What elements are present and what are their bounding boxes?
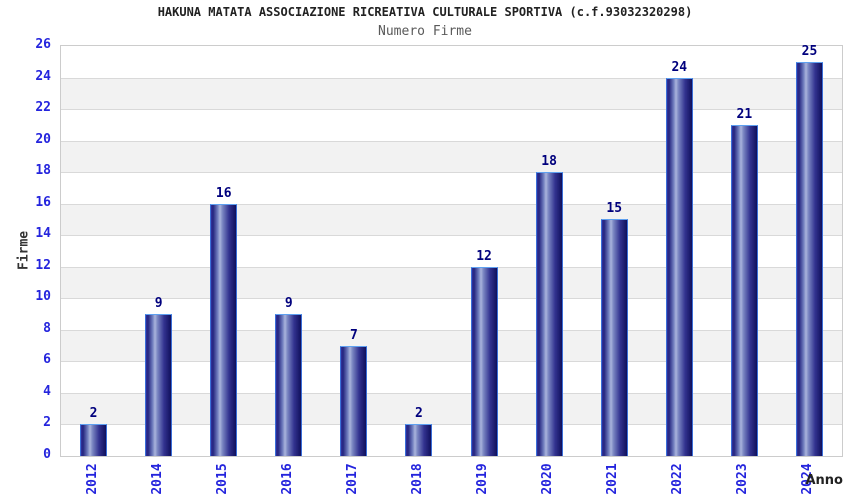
- y-tick-label: 0: [43, 447, 51, 462]
- chart-title: HAKUNA MATATA ASSOCIAZIONE RICREATIVA CU…: [157, 5, 693, 19]
- x-tick-label: 2018: [409, 463, 425, 495]
- bar: [795, 61, 823, 456]
- y-tick-label: 16: [35, 194, 51, 210]
- x-tick-label: 2021: [605, 463, 621, 495]
- chart-subtitle: Numero Firme: [378, 24, 472, 39]
- bar: [340, 345, 368, 456]
- y-tick-label: 24: [35, 68, 51, 84]
- grid-band: [61, 424, 842, 456]
- grid-band: [61, 109, 842, 141]
- y-tick-label: 18: [35, 163, 51, 179]
- bar-value-label: 15: [606, 201, 623, 217]
- x-axis: 2012 2014 2015 2016 2017 2018 2019 2020 2021 2022…: [60, 455, 841, 500]
- bar-value-label: 7: [349, 327, 358, 343]
- x-tick-label: 2019: [475, 463, 491, 495]
- x-tick-label: 2016: [279, 463, 295, 495]
- grid-band: [61, 203, 842, 236]
- bar: [730, 124, 758, 456]
- y-tick-label: 10: [35, 289, 51, 305]
- y-tick-label: 8: [43, 320, 51, 336]
- x-tick-label: 2022: [670, 463, 686, 495]
- bar-value-label: 24: [671, 59, 688, 75]
- plot-area: 2 9 16 9 7 2 12 18 15 24 21 25: [60, 43, 843, 457]
- bar: [80, 424, 108, 456]
- bar-value-label: 21: [736, 106, 753, 122]
- bar-value-label: 9: [284, 296, 293, 312]
- y-axis: 0 2 4 6 8 10 12 14 16 18 20 22 24 26: [0, 0, 51, 500]
- bar: [600, 219, 628, 456]
- y-tick-label: 6: [43, 352, 51, 368]
- grid-band: [61, 392, 842, 425]
- bar: [535, 172, 563, 456]
- grid-band: [61, 266, 842, 299]
- x-tick-label: 2012: [84, 463, 100, 495]
- bar: [210, 203, 238, 456]
- bar: [145, 314, 173, 456]
- grid-band: [61, 298, 842, 330]
- bar-value-label: 12: [476, 248, 492, 264]
- x-tick-label: 2014: [149, 463, 165, 495]
- bar-value-label: 16: [215, 185, 232, 201]
- bar-value-label: 18: [541, 154, 557, 170]
- bar-value-label: 25: [801, 43, 818, 59]
- y-tick-label: 20: [35, 131, 51, 147]
- bar-value-label: 9: [154, 296, 163, 312]
- bar-value-label: 2: [89, 406, 98, 422]
- y-tick-label: 12: [35, 257, 51, 273]
- bar: [665, 77, 693, 456]
- bar: [405, 424, 433, 456]
- y-tick-label: 22: [35, 100, 51, 116]
- bar: [275, 314, 303, 456]
- bar-value-label: 2: [415, 406, 423, 422]
- y-tick-label: 2: [43, 415, 51, 431]
- x-tick-label: 2017: [344, 463, 360, 495]
- bar: [470, 266, 498, 456]
- grid-band: [61, 46, 842, 78]
- grid-band: [61, 77, 842, 110]
- grid-band: [61, 329, 842, 362]
- x-tick-label: 2023: [735, 463, 751, 495]
- x-axis-title: Anno: [805, 473, 843, 488]
- y-tick-label: 26: [35, 37, 51, 52]
- x-tick-label: 2015: [214, 463, 230, 495]
- grid-band: [61, 140, 842, 173]
- y-tick-label: 14: [35, 226, 51, 242]
- y-tick-label: 4: [43, 383, 51, 399]
- grid-band: [61, 235, 842, 267]
- grid-band: [61, 172, 842, 204]
- grid-band: [61, 361, 842, 393]
- x-tick-label: 2020: [540, 463, 556, 495]
